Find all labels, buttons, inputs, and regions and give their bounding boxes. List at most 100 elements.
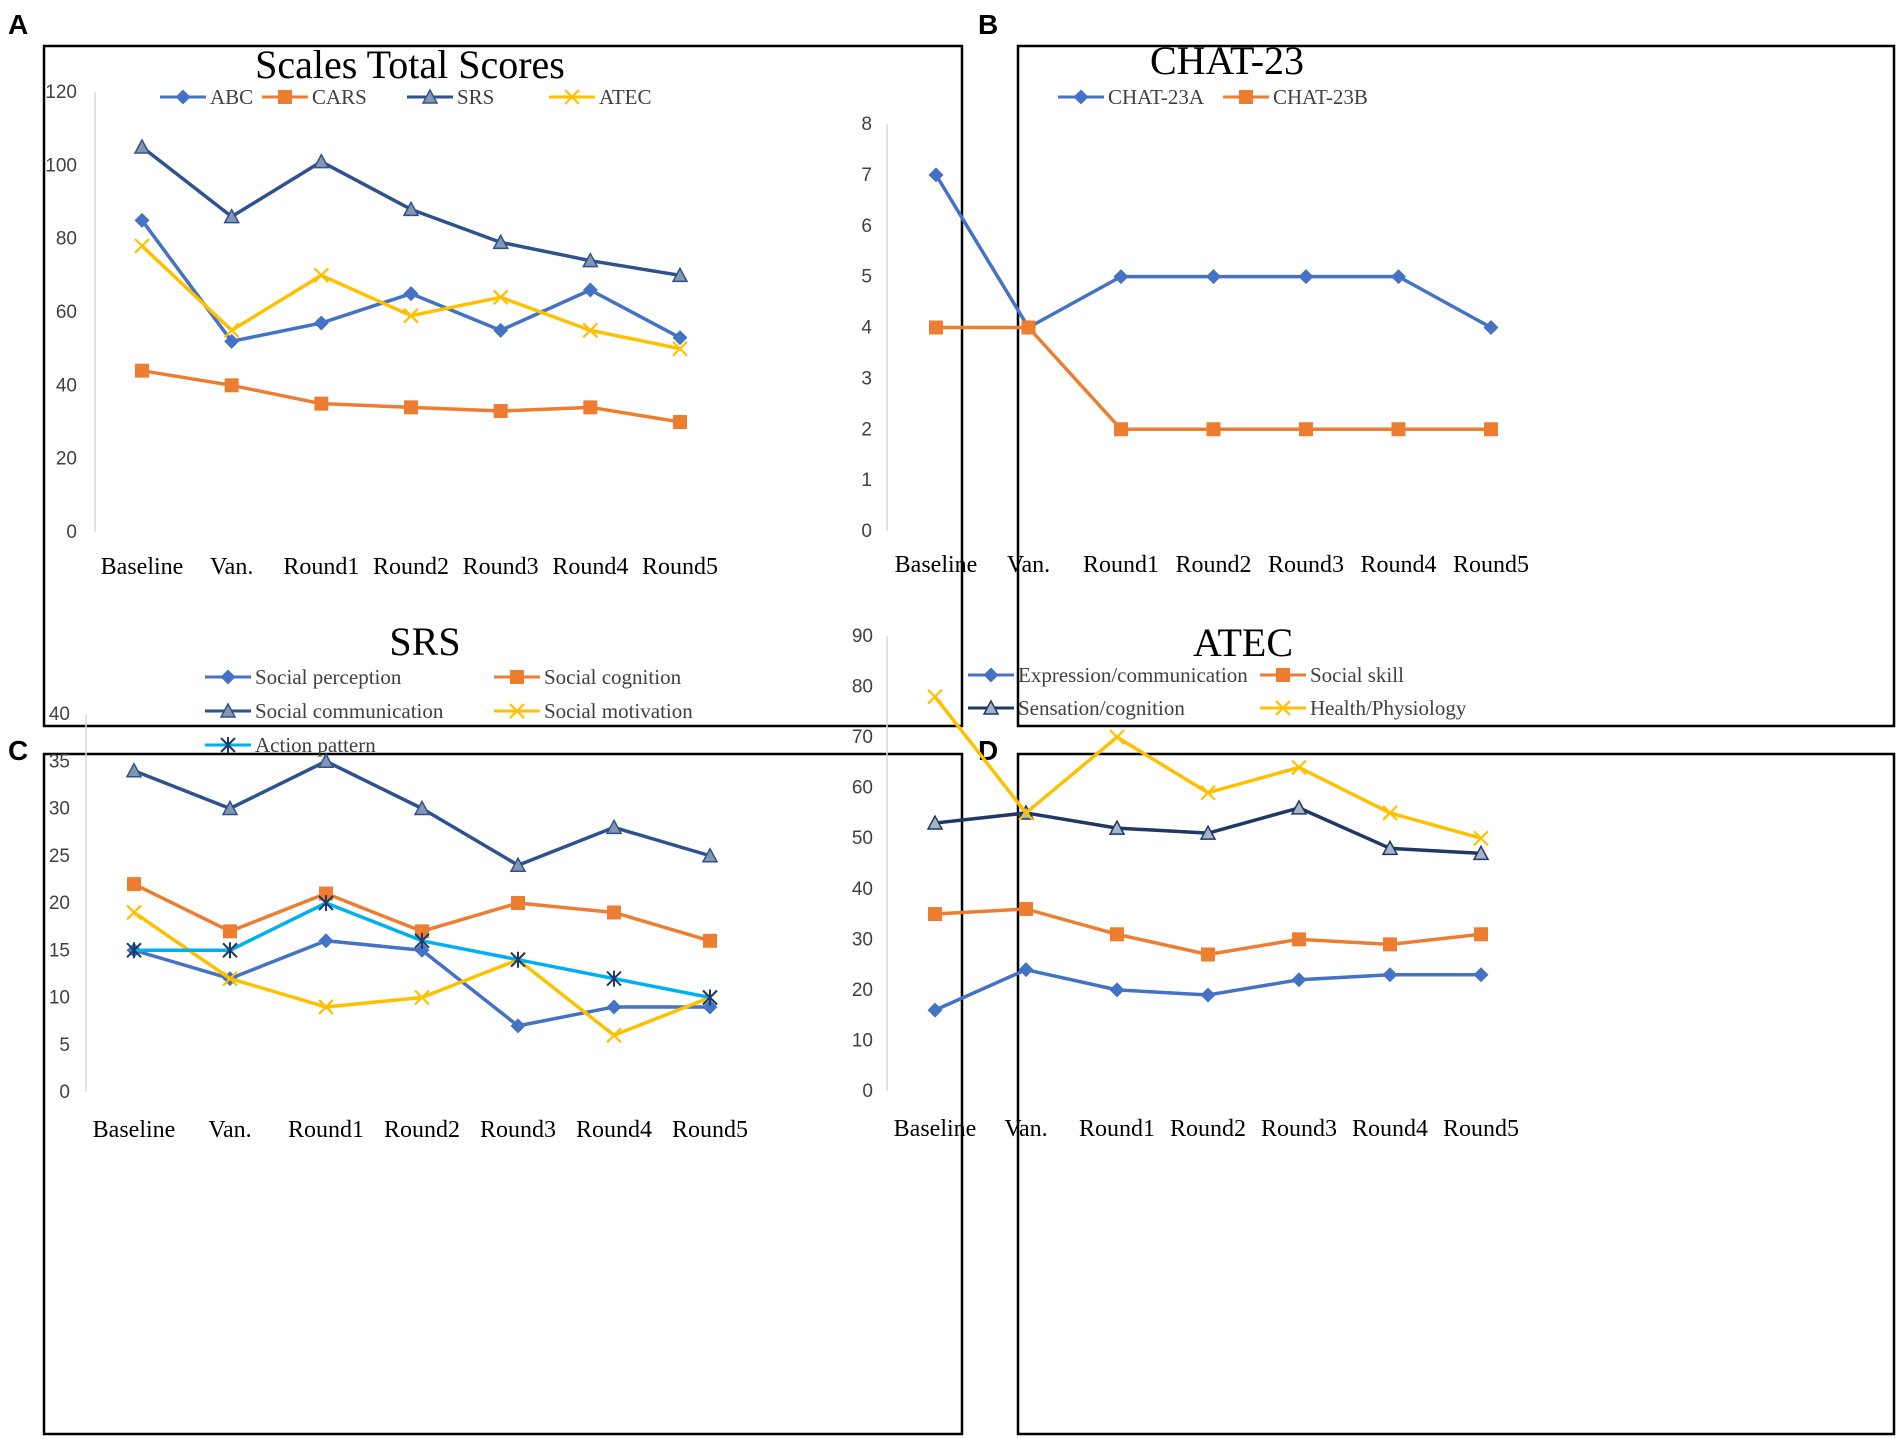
chart-a-series-atec: [134, 238, 688, 357]
chart-c-legend-label: Social perception: [255, 665, 402, 689]
chart-c-data-point: [415, 924, 429, 939]
chart-c-data-point: [223, 924, 237, 939]
chart-c-legend-swatch-social-communication-marker: [219, 702, 237, 718]
chart-b-legend-swatch-chat-23a: [1058, 89, 1104, 105]
chart-b-data-point: [928, 167, 944, 183]
chart-a-data-point: [404, 400, 418, 415]
chart-c-ytick-label: 20: [49, 893, 70, 914]
chart-d-series-social-skill: [928, 902, 1488, 962]
chart-c-data-point: [317, 752, 335, 768]
chart-d-title: ATEC: [1193, 620, 1293, 665]
chart-d-data-point: [927, 1002, 943, 1018]
chart-a-data-point: [134, 212, 150, 228]
chart-c-data-point: [127, 877, 141, 892]
chart-a-legend-swatch-abc-marker: [175, 89, 191, 105]
chart-c-data-point: [414, 989, 430, 1006]
chart-a-data-point: [403, 286, 419, 302]
chart-a-xtick-label: Round4: [552, 554, 628, 580]
chart-a-data-point: [224, 333, 240, 349]
chart-b-data-point: [1114, 422, 1128, 437]
chart-b-title: CHAT-23: [1150, 38, 1304, 83]
chart-d-data-point: [928, 907, 942, 922]
chart-c-data-point: [605, 818, 623, 835]
chart-a-title: Scales Total Scores: [255, 42, 565, 87]
chart-c-legend-swatch-action-pattern: [205, 737, 251, 753]
chart-c-ytick-label: 0: [59, 1082, 70, 1103]
chart-b-ytick-label: 7: [861, 165, 872, 186]
chart-d-data-point: [1383, 937, 1397, 952]
chart-a-data-point: [492, 289, 509, 306]
chart-a-legend-swatch-cars: [262, 90, 308, 104]
chart-a: Scales Total Scores 0 20 40 60 80 100 120 Baseli…: [45, 42, 718, 580]
chart-c-data-point: [509, 856, 527, 872]
chart-d-data-point: [1109, 729, 1125, 745]
chart-a-legend-swatch-atec: [549, 89, 595, 105]
chart-b-xtick-label: Round4: [1360, 552, 1436, 578]
chart-a-data-point: [673, 415, 687, 429]
chart-b-data-point: [929, 320, 943, 335]
chart-c-ytick-label: 30: [49, 799, 70, 820]
chart-a-legend-swatch-cars-marker: [278, 90, 292, 104]
chart-a-data-point: [582, 322, 599, 339]
chart-a-xtick-label: Round2: [373, 554, 449, 580]
chart-a-xtick-label: Round3: [463, 554, 539, 580]
chart-panel-b-frame: [1016, 44, 1896, 728]
chart-b-ytick-label: 3: [861, 368, 872, 389]
chart-d-legend-label: Sensation/cognition: [1018, 696, 1185, 720]
chart-d-data-point: [1018, 962, 1034, 978]
chart-d-xtick-label: Round4: [1352, 1116, 1428, 1142]
chart-d-ytick-label: 20: [852, 980, 873, 1001]
chart-d-data-point: [1472, 844, 1490, 861]
chart-c-xtick-label: Round3: [480, 1117, 556, 1143]
chart-d-legend-swatch-sensation-cognition: [968, 699, 1014, 715]
chart-c-data-point: [126, 942, 142, 959]
chart-d-series-expression-communication: [927, 962, 1489, 1018]
chart-d-ytick-label: 70: [852, 727, 873, 748]
chart-d-legend-label: Social skill: [1310, 663, 1404, 687]
chart-a-data-point: [672, 330, 688, 346]
chart-d-legend-swatch-sensation-cognition-marker: [982, 699, 1000, 715]
chart-d-data-point: [1291, 759, 1307, 776]
chart-a-data-point: [582, 282, 598, 298]
chart-a-data-point: [313, 153, 330, 169]
chart-a-series-srs: [133, 138, 689, 283]
chart-b-legend-swatch-chat-23b: [1223, 90, 1269, 104]
chart-b-data-point: [1206, 269, 1221, 285]
chart-a-data-point: [134, 238, 150, 254]
chart-a-data-point: [133, 138, 151, 154]
chart-d: ATEC 0 10 20 30 40 50 60 70 80 90 Baseline Van. Round…: [852, 620, 1519, 1142]
chart-c-data-point: [606, 1027, 622, 1044]
chart-c-data-point: [606, 970, 622, 987]
chart-c-title: SRS: [389, 619, 460, 664]
chart-d-legend-swatch-expression-communication: [968, 667, 1014, 683]
panel-letter-d: D: [978, 735, 998, 766]
chart-c-legend-label: Action pattern: [255, 733, 376, 757]
chart-a-legend-label: CARS: [312, 85, 367, 109]
chart-c-data-point: [702, 999, 718, 1015]
chart-b-legend-label: CHAT-23B: [1273, 85, 1368, 109]
chart-d-ytick-label: 40: [852, 879, 873, 900]
chart-b-data-point: [1021, 320, 1036, 335]
chart-b-ytick-label: 5: [861, 267, 872, 288]
chart-d-legend-label: Expression/communication: [1018, 663, 1248, 687]
chart-c-legend-label: Social motivation: [544, 699, 693, 723]
chart-a-ytick-label: 40: [56, 375, 77, 396]
chart-d-data-point: [1473, 967, 1489, 983]
chart-c-xtick-label: Round4: [576, 1117, 652, 1143]
chart-d-data-point: [1200, 987, 1216, 1003]
chart-c-data-point: [222, 970, 238, 987]
chart-a-legend-label: ABC: [210, 85, 253, 109]
chart-b-data-point: [1298, 269, 1314, 285]
chart-a-ytick-label: 20: [56, 449, 77, 470]
chart-d-data-point: [1109, 982, 1125, 998]
chart-d-xtick-label: Round1: [1079, 1116, 1155, 1142]
chart-b-data-point: [1299, 422, 1313, 437]
chart-c-legend-label: Social communication: [255, 699, 444, 723]
chart-a-ytick-label: 100: [45, 155, 77, 176]
chart-c-data-point: [414, 942, 430, 958]
chart-d-legend-swatch-health-physiology-marker: [1275, 700, 1291, 716]
chart-a-series-cars: [135, 363, 687, 429]
chart-b-xtick-label: Round1: [1083, 552, 1159, 578]
chart-b-legend-swatch-chat-23a-marker: [1073, 89, 1089, 105]
